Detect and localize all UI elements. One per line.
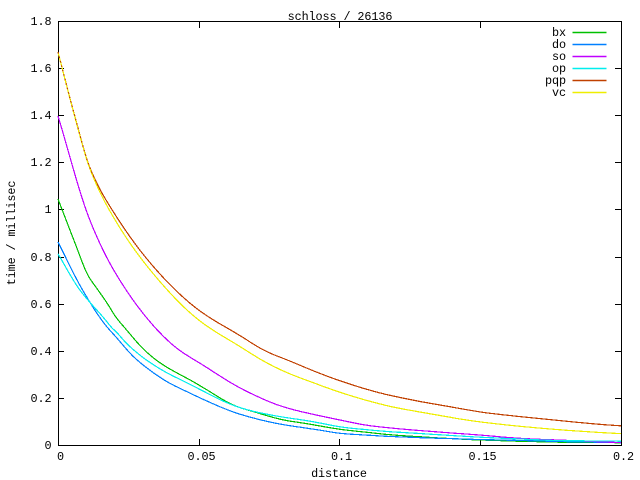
svg-text:0.05: 0.05 — [188, 450, 216, 464]
svg-text:bx: bx — [552, 26, 566, 40]
svg-text:1: 1 — [45, 203, 52, 217]
svg-text:1.8: 1.8 — [31, 15, 52, 29]
svg-text:so: so — [552, 50, 566, 64]
svg-text:1.6: 1.6 — [31, 62, 52, 76]
svg-text:distance: distance — [311, 467, 367, 480]
svg-text:0.8: 0.8 — [31, 251, 52, 265]
svg-text:time / millisec: time / millisec — [5, 181, 19, 286]
svg-text:0.2: 0.2 — [613, 450, 634, 464]
svg-text:0.4: 0.4 — [31, 345, 52, 359]
svg-text:0.1: 0.1 — [331, 450, 352, 464]
svg-text:1.2: 1.2 — [31, 156, 52, 170]
svg-text:0.6: 0.6 — [31, 298, 52, 312]
svg-text:0.2: 0.2 — [31, 392, 52, 406]
svg-text:0.15: 0.15 — [469, 450, 497, 464]
svg-text:0: 0 — [45, 439, 52, 453]
svg-text:0: 0 — [57, 450, 64, 464]
svg-text:vc: vc — [552, 86, 566, 100]
svg-text:op: op — [552, 62, 566, 76]
svg-text:pqp: pqp — [545, 74, 566, 88]
svg-text:do: do — [552, 38, 566, 52]
svg-text:1.4: 1.4 — [31, 109, 52, 123]
svg-text:schloss / 26136: schloss / 26136 — [288, 10, 393, 24]
